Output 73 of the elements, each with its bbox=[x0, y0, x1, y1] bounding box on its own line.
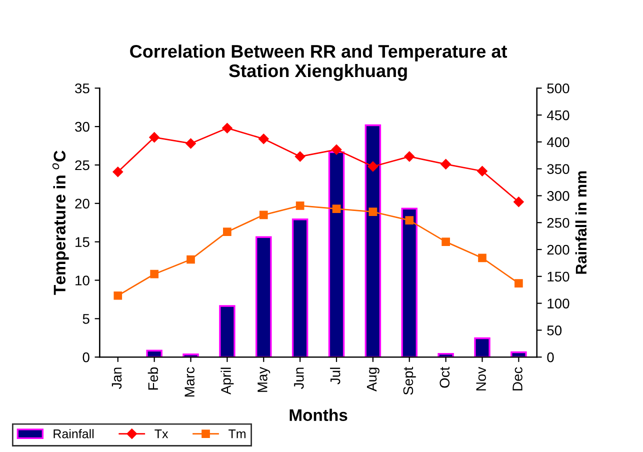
point bbox=[404, 151, 414, 162]
point bbox=[368, 161, 378, 172]
point bbox=[368, 208, 378, 216]
bar bbox=[182, 354, 199, 358]
y-tick-label: 15 bbox=[76, 237, 90, 247]
x-tick-label: Dec bbox=[512, 367, 522, 390]
y-tick-label: 0 bbox=[82, 352, 90, 362]
y2-tick-label: 200 bbox=[547, 244, 570, 255]
bar bbox=[292, 218, 308, 358]
point bbox=[150, 270, 158, 278]
point bbox=[440, 159, 451, 170]
point bbox=[514, 196, 524, 207]
bar bbox=[328, 151, 345, 358]
bar bbox=[256, 236, 272, 358]
bar bbox=[364, 124, 382, 358]
y-tick-label: 25 bbox=[75, 160, 90, 170]
point bbox=[294, 151, 306, 162]
y2-tick-label: 150 bbox=[548, 272, 570, 282]
y-tick-label: 5 bbox=[82, 314, 90, 324]
point bbox=[259, 210, 268, 220]
point bbox=[331, 144, 342, 155]
y-tick-label: 10 bbox=[76, 276, 90, 286]
x-axis-title: Months bbox=[290, 408, 348, 422]
x-tick-label: Jul bbox=[330, 368, 340, 384]
x-tick-label: May bbox=[258, 366, 270, 392]
bar bbox=[474, 337, 490, 358]
bar bbox=[401, 208, 418, 358]
bar bbox=[510, 351, 527, 358]
point bbox=[514, 279, 523, 288]
point bbox=[186, 255, 195, 264]
bar bbox=[146, 350, 162, 358]
y2-tick-label: 350 bbox=[547, 164, 570, 174]
point bbox=[149, 132, 160, 142]
x-tick-label: Sept bbox=[403, 366, 416, 395]
x-tick-label: Jan bbox=[112, 368, 122, 389]
y2-tick-label: 50 bbox=[547, 326, 562, 336]
point bbox=[112, 166, 123, 178]
y2-tick-label: 500 bbox=[547, 83, 570, 94]
x-tick-label: Marc bbox=[184, 367, 194, 397]
y-tick-label: 20 bbox=[75, 198, 90, 209]
point bbox=[223, 228, 232, 236]
bar bbox=[219, 305, 236, 358]
y-axis-title: Temperature in $^{o}$C bbox=[52, 150, 69, 295]
legend-label: Tm bbox=[228, 430, 246, 438]
x-tick-label: April bbox=[220, 368, 234, 395]
y-tick-label: 35 bbox=[75, 83, 90, 94]
point bbox=[222, 122, 232, 134]
point bbox=[405, 216, 414, 224]
y2-tick-label: 250 bbox=[547, 218, 570, 228]
chart-title: Correlation Between RR and Temperature at Station Xiengkhuang bbox=[130, 44, 508, 81]
x-tick-label: Oct bbox=[440, 366, 450, 388]
y2-tick-label: 0 bbox=[547, 352, 554, 362]
y2-tick-label: 400 bbox=[546, 137, 570, 148]
bar bbox=[438, 353, 454, 358]
point bbox=[442, 238, 450, 246]
x-tick-label: Feb bbox=[148, 367, 158, 390]
y2-tick-label: 300 bbox=[547, 191, 570, 201]
point bbox=[296, 202, 304, 210]
x-tick-label: Aug bbox=[366, 368, 380, 392]
point bbox=[258, 134, 269, 144]
x-tick-label: Jun bbox=[294, 368, 304, 389]
point bbox=[186, 138, 196, 149]
y2-tick-label: 100 bbox=[548, 298, 570, 308]
point bbox=[332, 204, 341, 213]
legend-label: Tx bbox=[154, 430, 168, 438]
point bbox=[477, 166, 488, 176]
y2-axis-title: Rainfall in mm bbox=[575, 171, 587, 274]
y-tick-label: 30 bbox=[75, 122, 90, 132]
point bbox=[114, 291, 122, 300]
x-tick-label: Nov bbox=[476, 366, 486, 390]
y2-tick-label: 450 bbox=[546, 110, 570, 120]
point bbox=[478, 254, 486, 262]
legend-label: Rainfall bbox=[54, 429, 94, 438]
